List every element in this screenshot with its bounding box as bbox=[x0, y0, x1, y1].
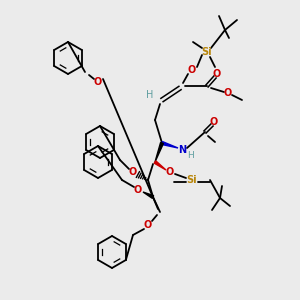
Polygon shape bbox=[143, 192, 154, 198]
Text: O: O bbox=[94, 77, 102, 87]
Text: Si: Si bbox=[187, 175, 197, 185]
Text: N: N bbox=[178, 145, 186, 155]
Text: O: O bbox=[144, 220, 152, 230]
Text: O: O bbox=[166, 167, 174, 177]
Text: O: O bbox=[210, 117, 218, 127]
Text: O: O bbox=[134, 185, 142, 195]
Text: O: O bbox=[129, 167, 137, 177]
Polygon shape bbox=[154, 161, 166, 170]
Text: H: H bbox=[146, 90, 154, 100]
Text: O: O bbox=[188, 65, 196, 75]
Text: O: O bbox=[213, 69, 221, 79]
Text: O: O bbox=[224, 88, 232, 98]
Polygon shape bbox=[155, 142, 164, 162]
Text: Si: Si bbox=[202, 47, 212, 57]
Polygon shape bbox=[162, 142, 178, 148]
Text: H: H bbox=[187, 151, 194, 160]
